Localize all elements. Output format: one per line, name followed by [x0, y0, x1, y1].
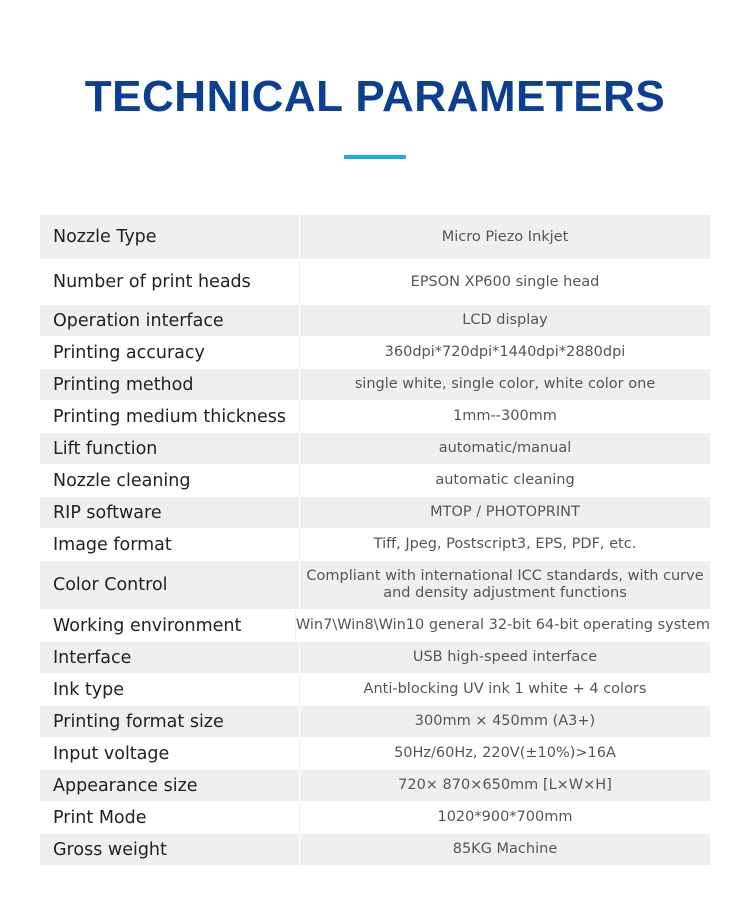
table-row: Lift function automatic/manual [40, 433, 710, 465]
table-row: Nozzle Type Micro Piezo Inkjet [40, 215, 710, 260]
param-label: Color Control [40, 561, 300, 609]
param-value: Compliant with international ICC standar… [306, 568, 704, 601]
table-row: Nozzle cleaning automatic cleaning [40, 465, 710, 497]
table-row: Gross weight 85KG Machine [40, 834, 710, 866]
param-label: Printing medium thickness [40, 401, 300, 432]
table-row: Printing medium thickness 1mm--300mm [40, 401, 710, 433]
param-label: Ink type [40, 674, 300, 705]
param-value: Anti-blocking UV ink 1 white + 4 colors [363, 681, 647, 697]
param-label: Nozzle cleaning [40, 465, 300, 496]
param-label: Lift function [40, 433, 300, 464]
table-row: Number of print heads EPSON XP600 single … [40, 260, 710, 305]
table-row: Color Control Compliant with internationa… [40, 561, 710, 610]
param-label: Nozzle Type [40, 215, 300, 259]
param-label: Operation interface [40, 305, 300, 336]
table-row: Image format Tiff, Jpeg, Postscript3, EPS… [40, 529, 710, 561]
param-value: 1020*900*700mm [437, 809, 573, 825]
param-value: Tiff, Jpeg, Postscript3, EPS, PDF, etc. [373, 536, 637, 552]
param-label: Print Mode [40, 802, 300, 833]
param-value: MTOP / PHOTOPRINT [430, 504, 580, 520]
table-row: RIP software MTOP / PHOTOPRINT [40, 497, 710, 529]
param-value: USB high-speed interface [412, 649, 598, 665]
param-label: Gross weight [40, 834, 300, 865]
table-row: Operation interface LCD display [40, 305, 710, 337]
param-value: LCD display [462, 312, 548, 328]
param-value: Win7\Win8\Win10 general 32-bit 64-bit op… [295, 617, 710, 633]
table-row: Working environment Win7\Win8\Win10 gener… [40, 610, 710, 642]
param-value: 50Hz/60Hz, 220V(±10%)>16A [394, 745, 616, 761]
param-value: 360dpi*720dpi*1440dpi*2880dpi [384, 344, 626, 360]
param-label: Input voltage [40, 738, 300, 769]
param-label: Printing method [40, 369, 300, 400]
table-row: Interface USB high-speed interface [40, 642, 710, 674]
param-value: 720× 870×650mm [L×W×H] [398, 777, 612, 793]
param-value: Micro Piezo Inkjet [441, 228, 569, 245]
parameters-table: Nozzle Type Micro Piezo Inkjet Number of p… [40, 215, 710, 866]
table-row: Print Mode 1020*900*700mm [40, 802, 710, 834]
page-title: TECHNICAL PARAMETERS [84, 72, 666, 121]
param-value: EPSON XP600 single head [410, 273, 600, 290]
param-value: automatic cleaning [435, 472, 575, 488]
param-label: Number of print heads [40, 260, 300, 304]
table-row: Printing format size 300mm × 450mm (A3+) [40, 706, 710, 738]
param-label: Image format [40, 529, 300, 560]
param-label: Working environment [40, 610, 296, 641]
param-label: RIP software [40, 497, 300, 528]
param-value: single white, single color, white color … [354, 376, 656, 392]
param-label: Printing format size [40, 706, 300, 737]
param-label: Interface [40, 642, 300, 673]
table-row: Input voltage 50Hz/60Hz, 220V(±10%)>16A [40, 738, 710, 770]
param-value: 1mm--300mm [453, 408, 557, 424]
param-value: 85KG Machine [452, 841, 558, 857]
title-accent-divider [344, 155, 406, 159]
param-value: automatic/manual [438, 440, 572, 456]
param-label: Appearance size [40, 770, 300, 801]
param-value: 300mm × 450mm (A3+) [414, 713, 596, 729]
param-label: Printing accuracy [40, 337, 300, 368]
table-row: Appearance size 720× 870×650mm [L×W×H] [40, 770, 710, 802]
table-row: Printing accuracy 360dpi*720dpi*1440dpi*2… [40, 337, 710, 369]
table-row: Printing method single white, single colo… [40, 369, 710, 401]
table-row: Ink type Anti-blocking UV ink 1 white + 4… [40, 674, 710, 706]
